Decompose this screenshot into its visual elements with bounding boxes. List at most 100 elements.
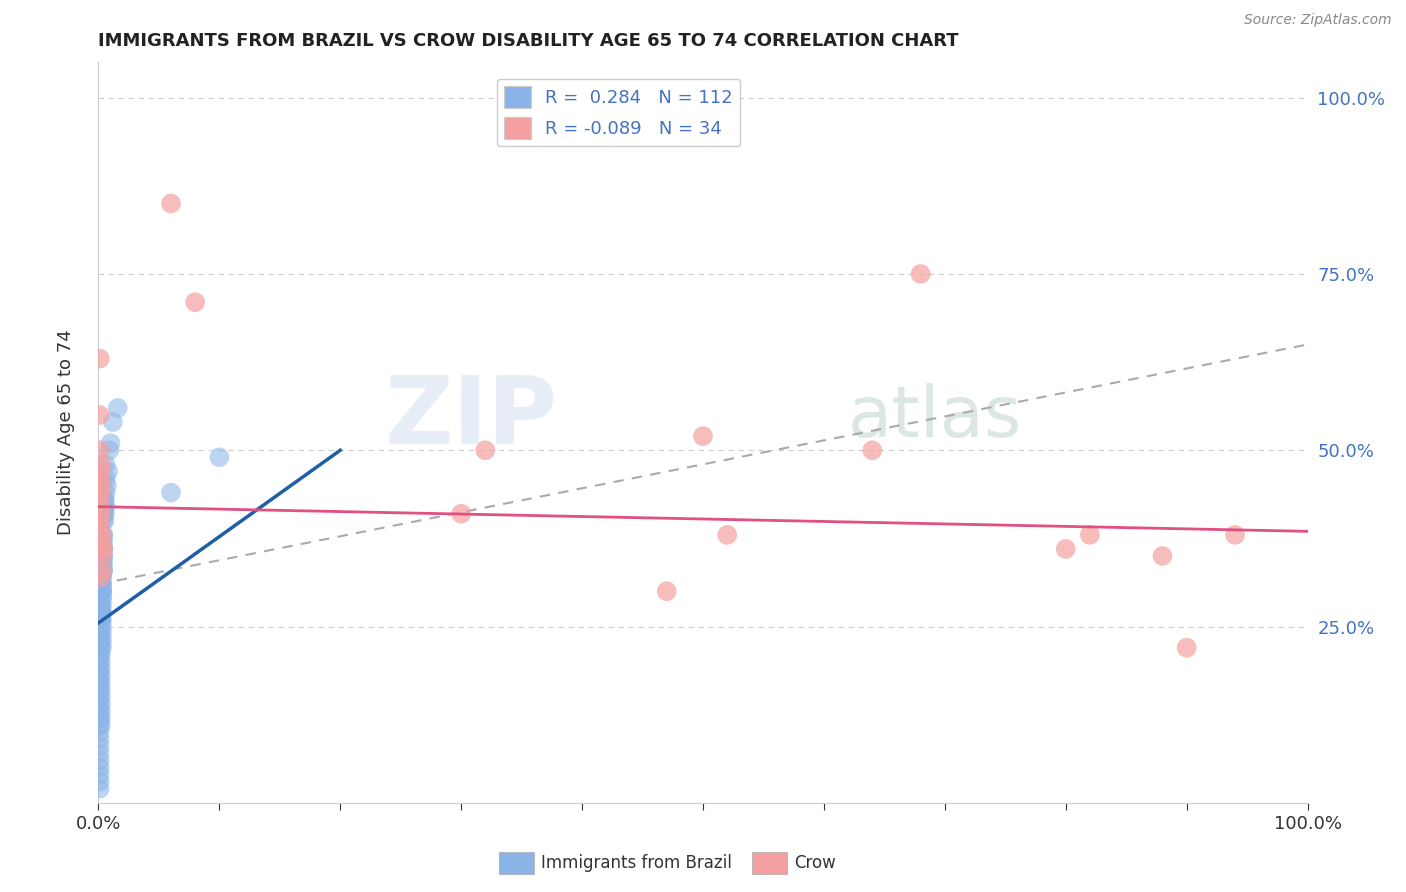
Point [655,584,678,599]
Point [1152,549,1174,563]
Point [91,549,114,563]
Point [93,507,115,521]
Point [90,612,112,626]
Point [91,599,114,613]
Point [91,541,114,556]
Point [89,747,111,761]
Point [89,471,111,485]
Point [93,500,115,514]
Point [93,507,115,521]
Text: ZIP: ZIP [385,372,558,464]
Point [97,464,120,478]
Point [91,591,114,606]
Point [90,478,112,492]
Point [89,697,111,711]
Point [184,295,207,310]
Point [1054,541,1077,556]
Point [91,528,114,542]
Point [89,606,111,620]
Text: Source: ZipAtlas.com: Source: ZipAtlas.com [1244,13,1392,28]
Point [91,556,114,570]
Point [90,612,112,626]
Point [90,535,112,549]
Point [93,492,115,507]
Point [89,648,111,662]
Point [87,599,110,613]
Point [90,619,112,633]
Point [90,606,112,620]
Point [91,563,114,577]
Point [91,549,114,563]
Point [89,655,111,669]
Point [89,500,111,514]
Point [91,535,114,549]
Point [90,577,112,591]
Point [91,570,114,584]
Point [90,599,112,613]
Point [94,485,117,500]
Point [89,711,111,725]
Point [90,690,112,704]
Point [94,471,117,485]
Point [90,648,112,662]
Point [160,196,183,211]
Point [93,514,115,528]
Point [160,485,183,500]
Point [89,774,111,789]
Point [89,599,111,613]
Point [208,450,231,465]
Point [94,458,117,472]
Point [89,640,111,655]
Point [91,619,114,633]
Point [90,541,112,556]
Point [100,436,122,450]
Point [89,619,111,633]
Point [89,492,111,507]
Point [90,599,112,613]
Point [90,507,112,521]
Point [91,584,114,599]
Point [89,570,111,584]
Point [91,528,114,542]
Point [89,563,111,577]
Point [91,577,114,591]
Point [91,563,114,577]
Point [90,606,112,620]
Point [89,612,111,626]
Point [89,725,111,739]
Text: Crow: Crow [794,854,837,871]
Point [91,584,114,599]
Point [89,669,111,683]
Point [89,676,111,690]
Point [91,541,114,556]
Point [91,612,114,626]
Point [91,577,114,591]
Point [860,443,883,458]
Point [89,718,111,732]
Point [89,584,111,599]
Point [89,690,111,704]
Point [91,626,114,640]
Point [90,704,112,718]
Point [90,662,112,676]
Point [91,563,114,577]
Point [910,267,932,281]
Legend: R =  0.284   N = 112, R = -0.089   N = 34: R = 0.284 N = 112, R = -0.089 N = 34 [496,78,740,146]
Point [91,514,114,528]
Point [90,676,112,690]
Point [89,521,111,535]
Point [90,711,112,725]
Point [90,683,112,698]
Point [89,760,111,774]
Point [89,626,111,640]
Point [89,633,111,648]
Text: atlas: atlas [848,384,1022,452]
Point [90,633,112,648]
Point [1175,640,1198,655]
Point [90,718,112,732]
Point [91,535,114,549]
Point [89,514,111,528]
Point [94,500,117,514]
Point [89,704,111,718]
Point [89,739,111,754]
